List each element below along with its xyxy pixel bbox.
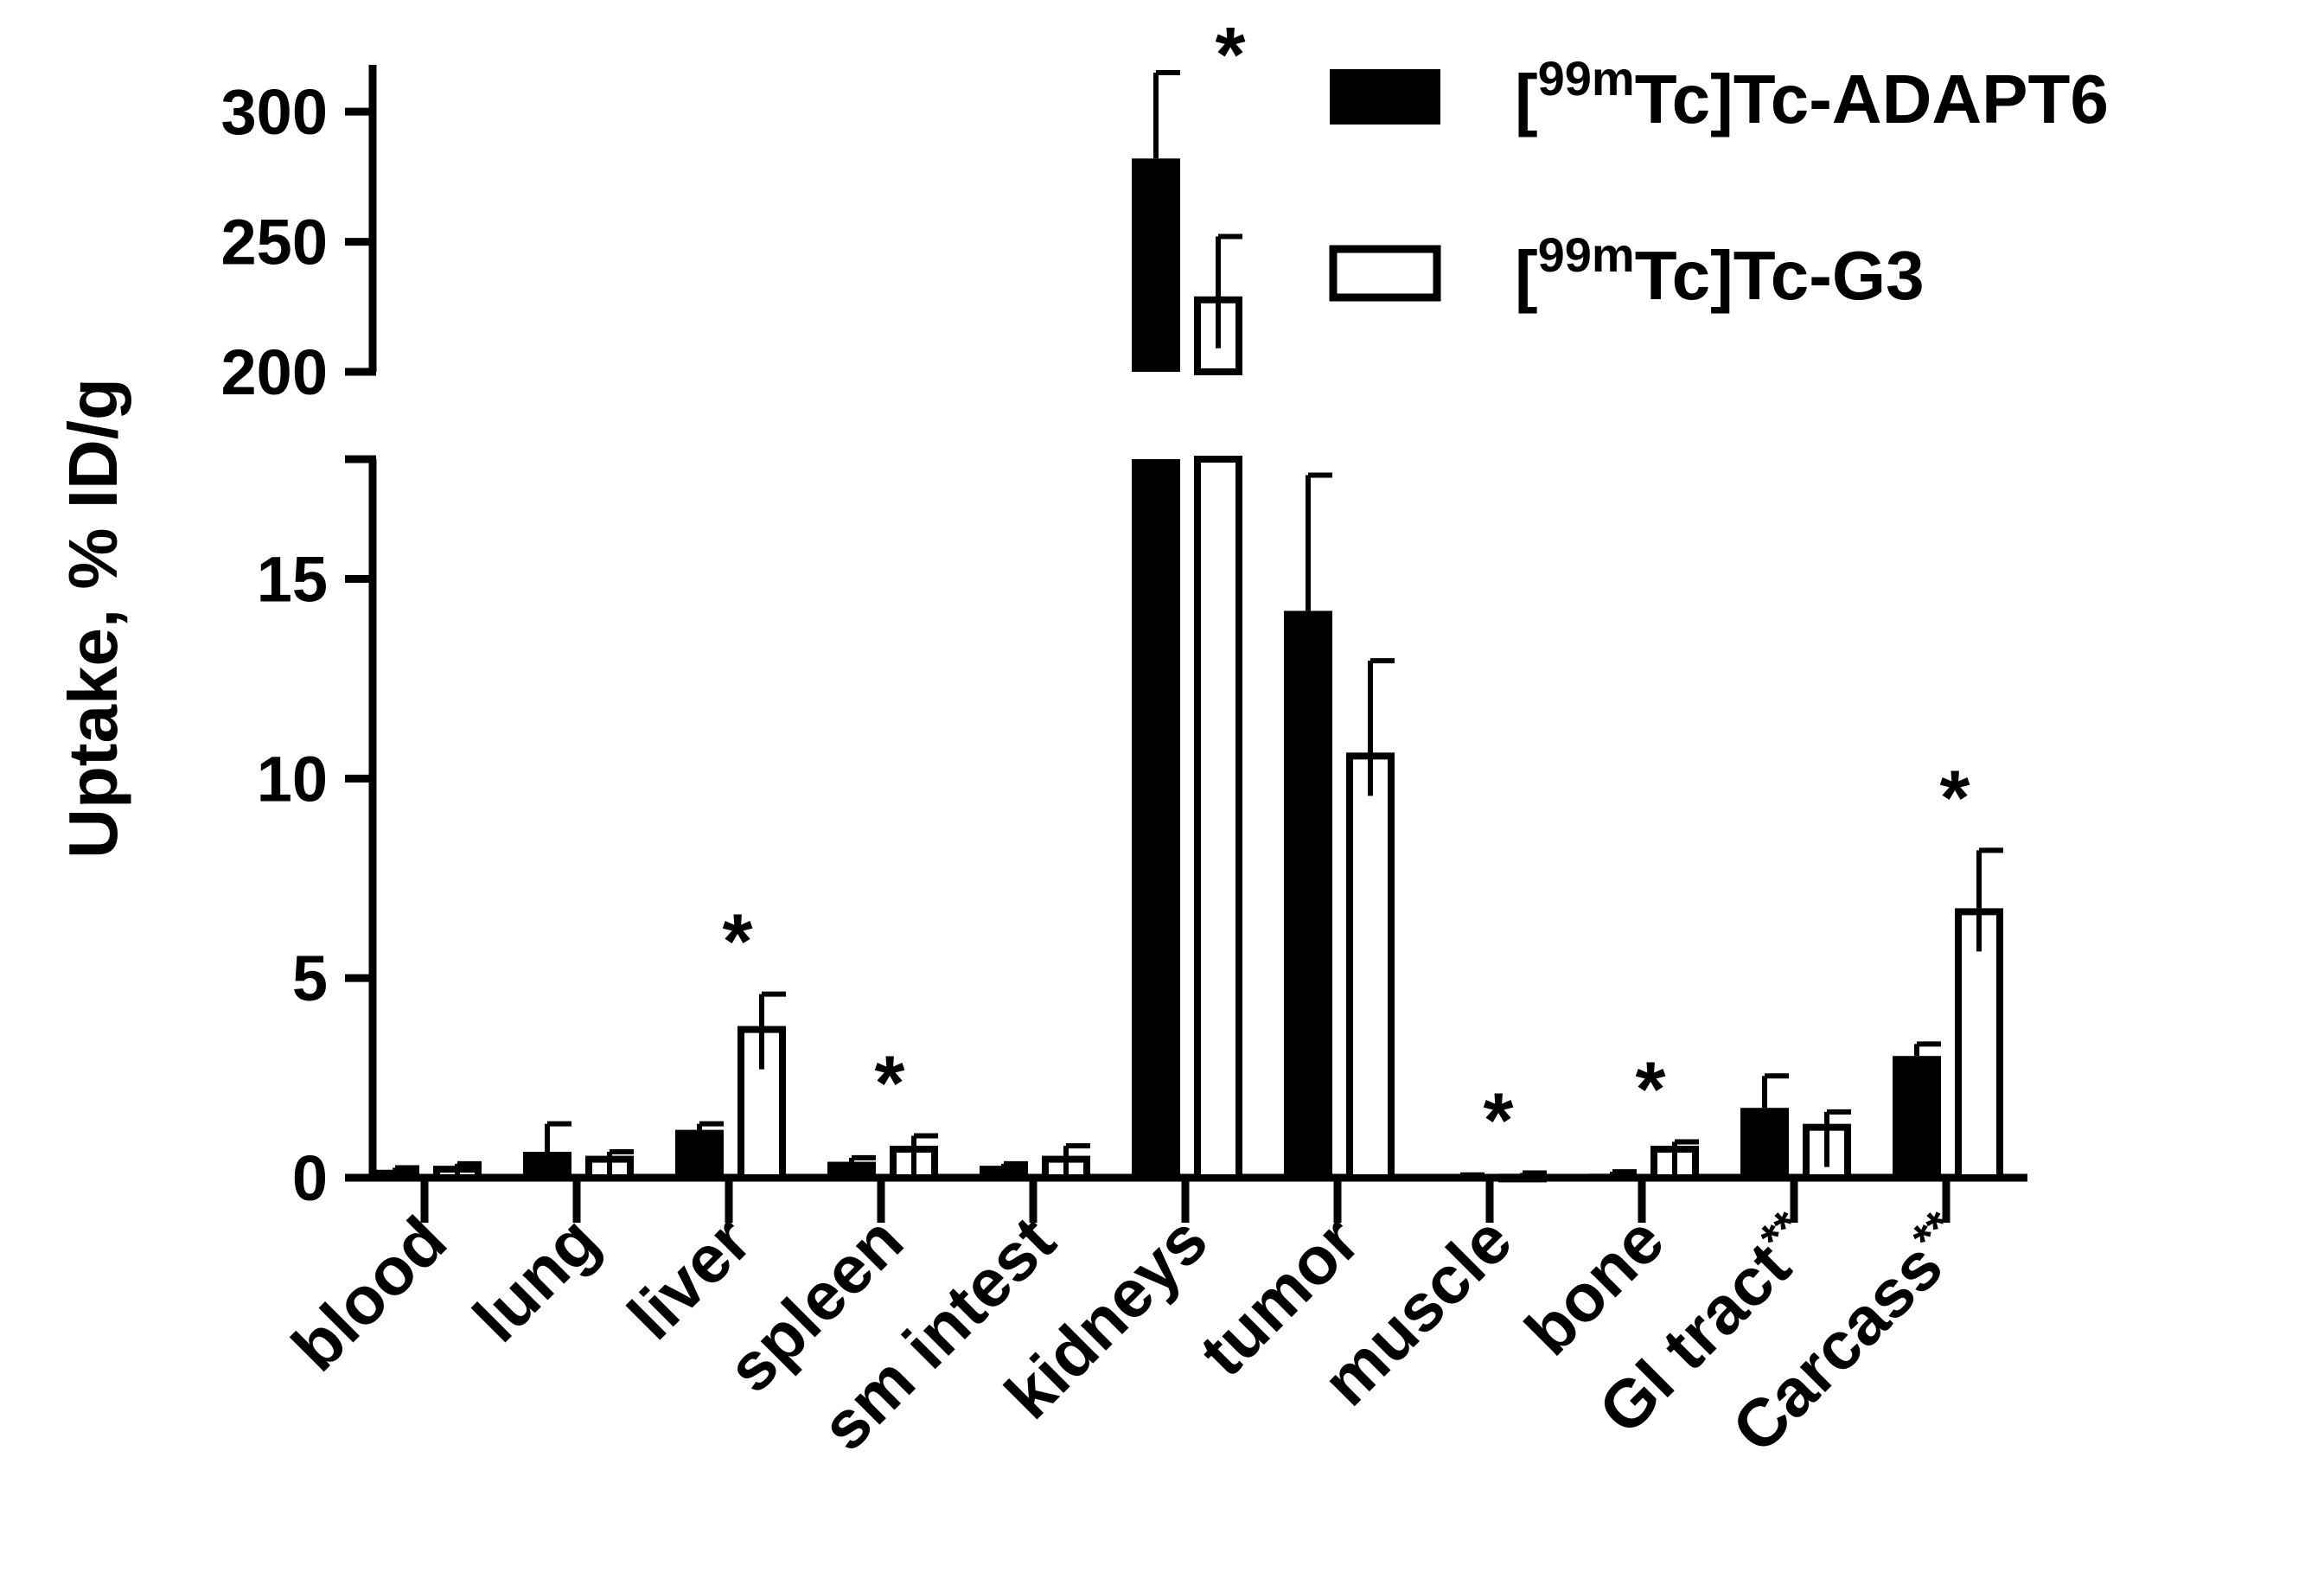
bar-0-0: [371, 1169, 419, 1178]
significance-star-2: *: [722, 899, 752, 986]
significance-star-10: *: [1939, 755, 1970, 841]
category-label-text-0: blood: [278, 1202, 461, 1385]
y-upper-tick-label-250: 250: [221, 207, 328, 278]
bar-0-5-lower: [1132, 459, 1180, 1178]
y-lower-tick-label-15: 15: [257, 544, 328, 616]
bar-0-4: [980, 1166, 1028, 1178]
significance-star-8: *: [1635, 1046, 1665, 1133]
significance-star-3: *: [874, 1041, 904, 1128]
bar-0-3: [827, 1161, 876, 1178]
legend-swatch-0: [1330, 69, 1440, 125]
bar-0-9: [1740, 1108, 1789, 1178]
bar-1-6: [1346, 752, 1395, 1181]
legend: [99mTc]Tc-ADAPT6 [99mTc]Tc-G3: [1329, 51, 2109, 314]
y-lower-tick-label-0: 0: [292, 1142, 328, 1214]
category-label-1: lung: [458, 1202, 613, 1357]
y-upper-tick-label-300: 300: [221, 76, 328, 148]
category-label-text-1: lung: [458, 1202, 613, 1357]
significance-star-5: *: [1215, 12, 1245, 99]
bar-1-10: [1955, 908, 2003, 1181]
category-label-0: blood: [278, 1202, 461, 1385]
y-lower-tick-label-10: 10: [257, 743, 328, 815]
legend-label-1: [99mTc]Tc-G3: [1515, 227, 1925, 314]
legend-swatch-1: [1329, 245, 1441, 302]
y-upper-tick-label-200: 200: [221, 336, 328, 408]
bar-0-6: [1284, 610, 1332, 1178]
bar-0-10: [1893, 1056, 1941, 1178]
significance-star-7: *: [1483, 1077, 1513, 1164]
bar-0-2: [675, 1129, 724, 1178]
bar-1-5-lower: [1194, 456, 1242, 1181]
bar-0-5-upper: [1132, 158, 1180, 372]
legend-label-0: [99mTc]Tc-ADAPT6: [1515, 51, 2109, 137]
y-axis-label: Uptake, % ID/g: [54, 378, 131, 859]
axes: 0 5 10 15 200 250 300: [221, 65, 2027, 1223]
bar-0-1: [523, 1151, 571, 1178]
bar-0-8: [1588, 1173, 1637, 1178]
y-lower-tick-label-5: 5: [292, 943, 328, 1014]
bars: [371, 70, 2003, 1183]
